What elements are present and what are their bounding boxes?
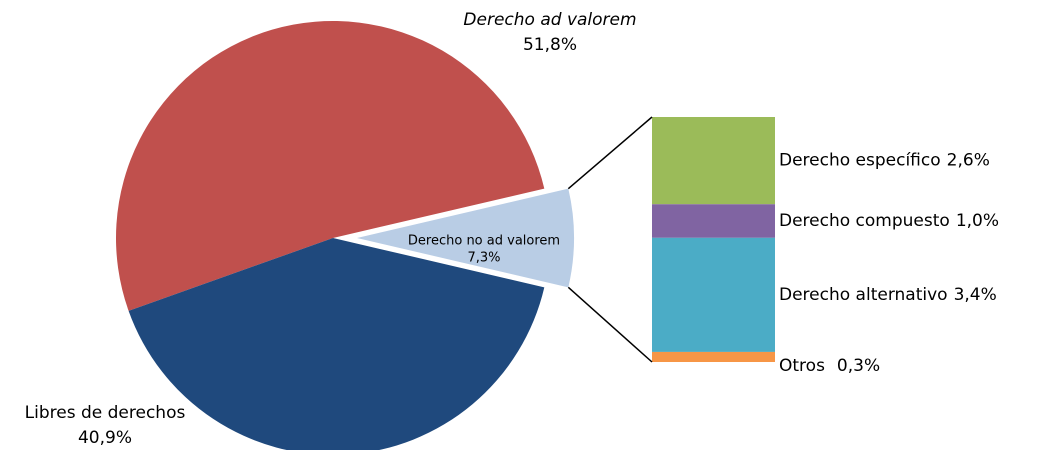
slice-value: 7,3% bbox=[467, 251, 500, 266]
bar-segment bbox=[652, 204, 775, 238]
bar-label-name: Derecho específico bbox=[779, 151, 941, 171]
pie-slice bbox=[115, 20, 545, 311]
slice-value: 40,9% bbox=[78, 428, 132, 448]
bar-segment bbox=[652, 351, 775, 362]
slice-label: Derecho ad valorem bbox=[463, 10, 636, 30]
bar-label-value: 3,4% bbox=[954, 285, 997, 305]
bar-label: Otros 0,3% bbox=[779, 356, 880, 376]
bar-label-name: Derecho compuesto bbox=[779, 211, 950, 231]
bar-label-name: Otros bbox=[779, 356, 825, 376]
bar-label-value: 0,3% bbox=[837, 356, 880, 376]
bar-label: Derecho específico 2,6% bbox=[779, 151, 990, 171]
bar-segment bbox=[652, 117, 775, 205]
connector bbox=[567, 116, 653, 190]
slice-value: 51,8% bbox=[523, 35, 577, 55]
pie-slice bbox=[357, 188, 575, 288]
bar-label: Derecho alternativo 3,4% bbox=[779, 285, 997, 305]
bar-label: Derecho compuesto 1,0% bbox=[779, 211, 999, 231]
slice-label: Derecho no ad valorem bbox=[408, 234, 560, 249]
bar-label-name: Derecho alternativo bbox=[779, 285, 948, 305]
bar-label-value: 1,0% bbox=[956, 211, 999, 231]
slice-label: Libres de derechos bbox=[25, 403, 186, 423]
pie-slice bbox=[128, 238, 545, 450]
bar-label-value: 2,6% bbox=[947, 151, 990, 171]
bar-segment bbox=[652, 237, 775, 352]
connector bbox=[567, 286, 653, 363]
